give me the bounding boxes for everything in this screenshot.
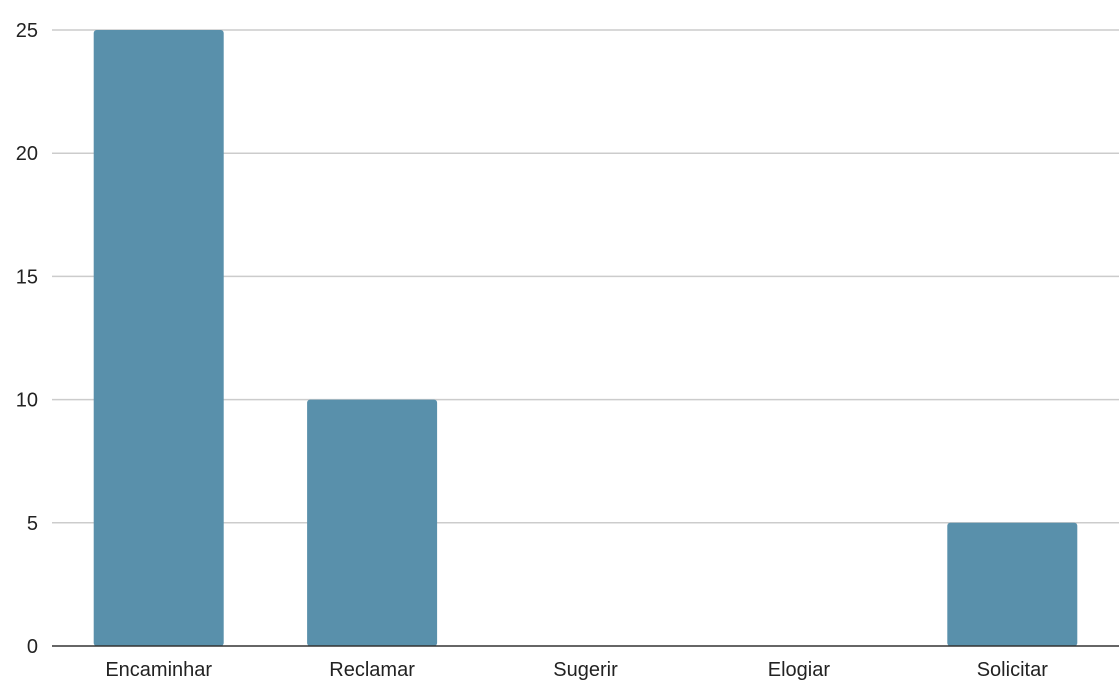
x-axis-labels: Encaminhar Reclamar Sugerir Elogiar Solicita…	[105, 659, 1048, 681]
y-tick-label: 0	[27, 636, 38, 658]
x-tick-label: Solicitar	[977, 659, 1048, 681]
y-tick-label: 20	[16, 143, 38, 165]
y-tick-label: 15	[16, 266, 38, 288]
gridlines	[52, 29, 1119, 524]
bars	[93, 30, 1078, 646]
x-tick-label: Encaminhar	[105, 659, 212, 681]
x-tick-label: Reclamar	[329, 659, 415, 681]
bar-encaminhar	[93, 30, 224, 646]
y-axis-ticks: 0 5 10 15 20 25	[16, 20, 38, 658]
bar-solicitar	[947, 522, 1078, 646]
y-tick-label: 10	[16, 390, 38, 412]
y-tick-label: 5	[27, 513, 38, 535]
x-tick-label: Elogiar	[768, 659, 831, 681]
y-tick-label: 25	[16, 20, 38, 42]
x-tick-label: Sugerir	[553, 659, 618, 681]
bar-reclamar	[307, 399, 438, 646]
